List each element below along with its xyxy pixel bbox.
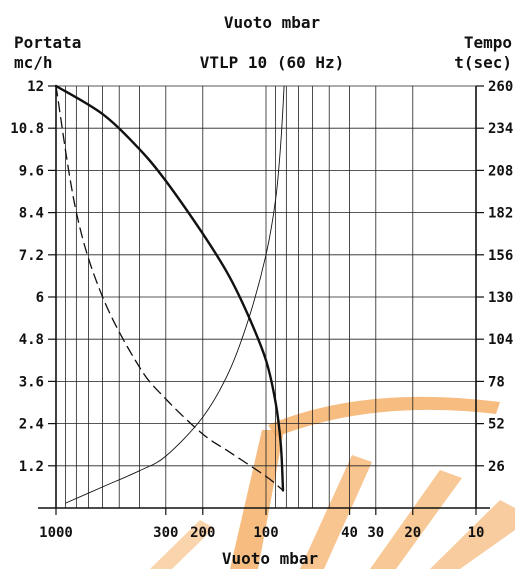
watermark-stroke — [370, 470, 462, 569]
left-tick-label: 8.4 — [19, 206, 44, 222]
watermark-stroke — [430, 500, 515, 569]
watermark-logo — [150, 396, 515, 569]
grid — [55, 85, 477, 508]
bottom-tick-label: 200 — [190, 525, 215, 541]
right-tick-label: 260 — [488, 79, 513, 95]
bottom-tick-label: 10 — [468, 525, 485, 541]
right-tick-label: 208 — [488, 163, 513, 179]
left-tick-label: 10.8 — [10, 121, 44, 137]
right-axis-label-line1: Tempo — [464, 33, 512, 52]
right-tick-label: 156 — [488, 248, 513, 264]
right-tick-label: 234 — [488, 121, 513, 137]
left-axis-label-line1: Portata — [14, 33, 81, 52]
bottom-tick-label: 1000 — [39, 525, 73, 541]
left-tick-label: 7.2 — [19, 248, 44, 264]
watermark-stroke — [150, 520, 214, 569]
right-axis-label-line2: t(sec) — [454, 53, 512, 72]
bottom-tick-label: 100 — [253, 525, 278, 541]
left-tick-label: 1.2 — [19, 459, 44, 475]
left-axis-label-line2: mc/h — [14, 53, 53, 72]
top-axis-label: Vuoto mbar — [224, 13, 320, 32]
right-tick-label: 130 — [488, 290, 513, 306]
right-tick-label: 78 — [488, 374, 505, 390]
bottom-tick-label: 300 — [153, 525, 178, 541]
right-tick-label: 182 — [488, 206, 513, 222]
series-line-thick-solid — [54, 84, 285, 492]
watermark-stroke — [268, 396, 500, 437]
right-tick-label: 104 — [488, 332, 513, 348]
series-line-thin-solid — [65, 85, 285, 504]
left-tick-label: 9.6 — [19, 163, 44, 179]
bottom-tick-label: 20 — [404, 525, 421, 541]
bottom-tick-label: 30 — [367, 525, 384, 541]
left-tick-label: 12 — [27, 79, 44, 95]
series-layer — [54, 84, 285, 504]
bottom-tick-label: 40 — [341, 525, 358, 541]
left-tick-label: 3.6 — [19, 374, 44, 390]
left-tick-label: 4.8 — [19, 332, 44, 348]
watermark-stroke — [300, 455, 372, 569]
x-axis-label: Vuoto mbar — [222, 549, 318, 568]
right-tick-label: 52 — [488, 417, 505, 433]
series-line-dashed — [55, 85, 284, 492]
left-tick-label: 6 — [36, 290, 44, 306]
watermark-stroke — [230, 430, 284, 569]
right-tick-label: 26 — [488, 459, 505, 475]
chart-title: VTLP 10 (60 Hz) — [200, 53, 345, 72]
left-tick-label: 2.4 — [19, 417, 44, 433]
